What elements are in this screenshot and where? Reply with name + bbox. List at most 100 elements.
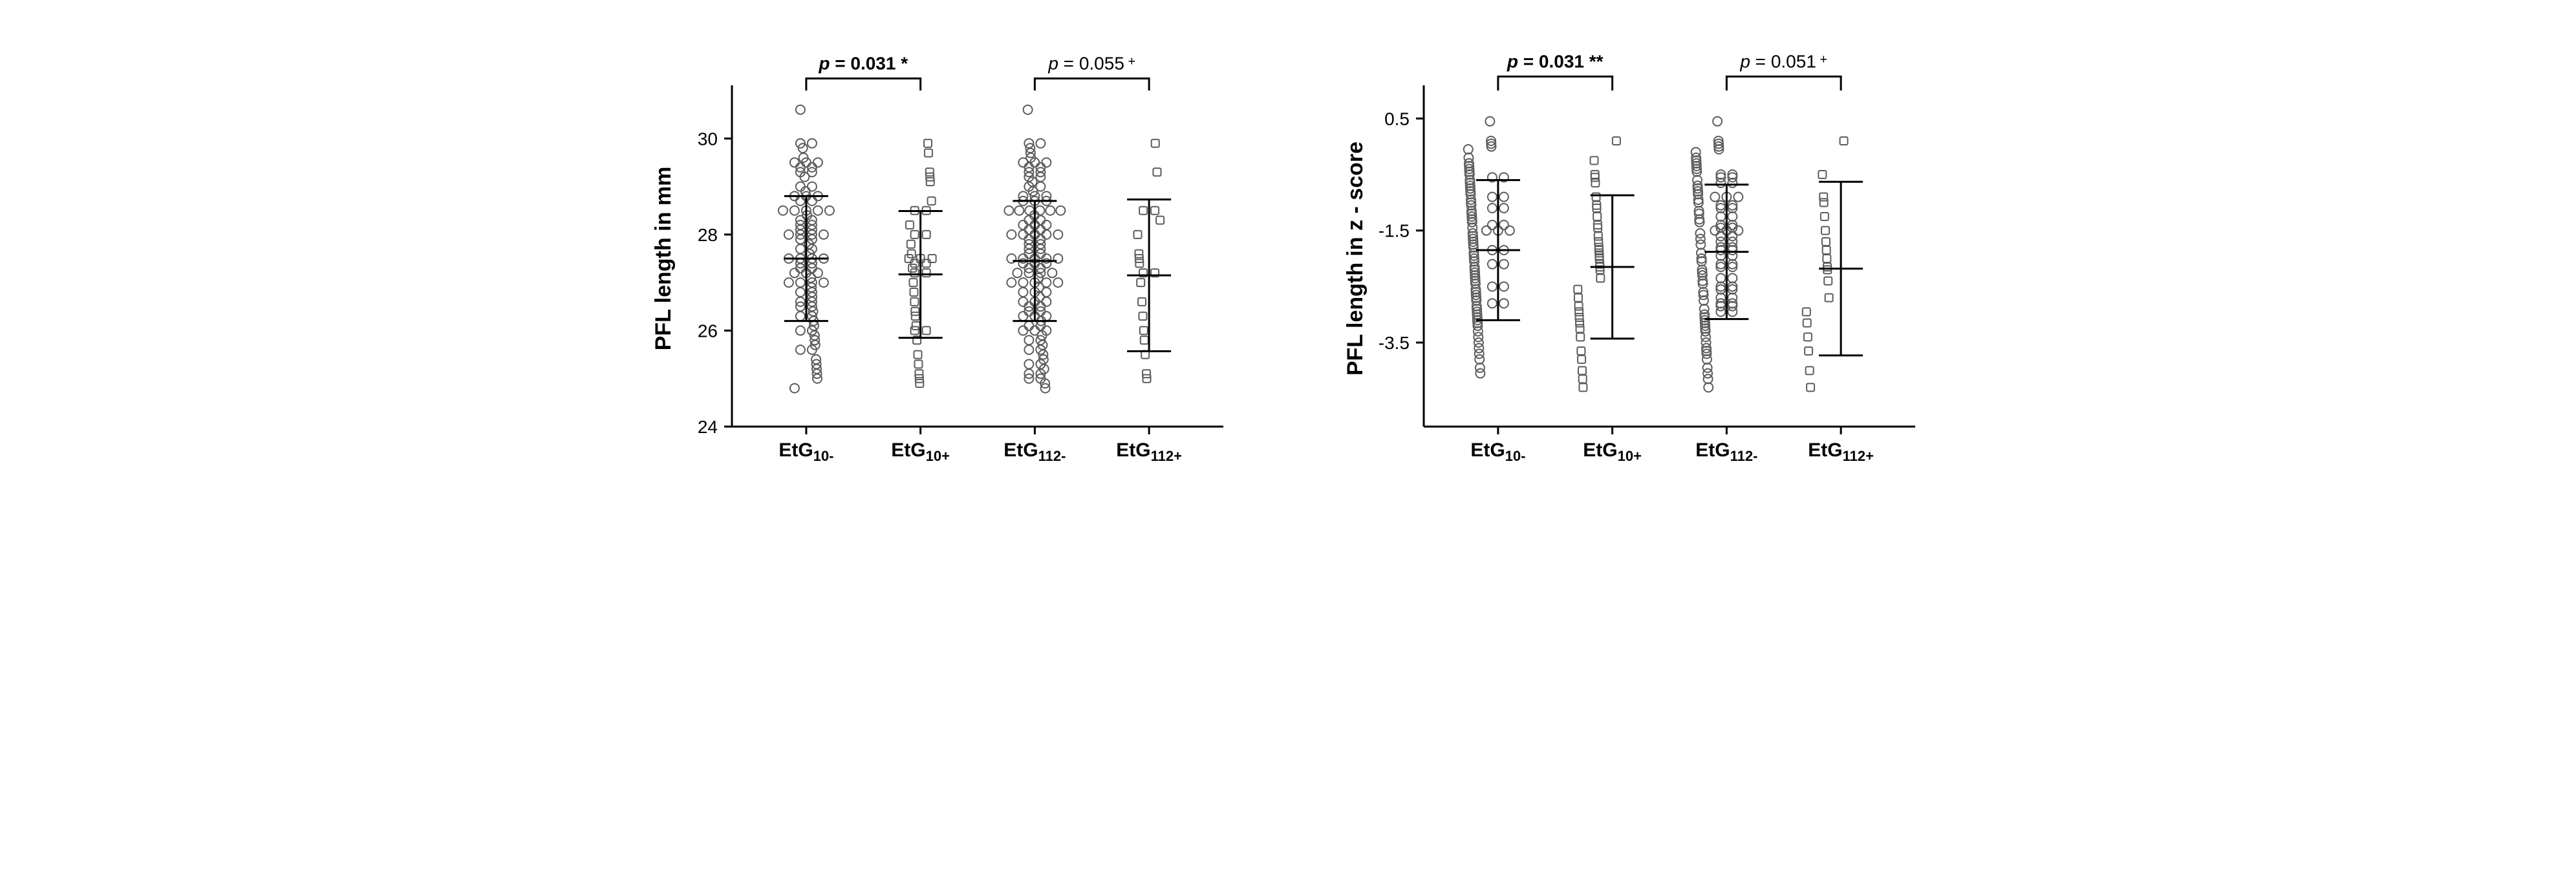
data-point [1036, 225, 1045, 234]
data-point [1577, 347, 1585, 355]
data-point [1819, 193, 1827, 201]
data-point [1042, 230, 1051, 239]
data-point [908, 250, 916, 258]
data-point [1024, 105, 1033, 114]
data-point [907, 240, 915, 248]
data-point [1042, 312, 1051, 321]
data-point [1803, 319, 1811, 327]
data-point [1499, 204, 1508, 213]
data-point [1613, 137, 1620, 145]
data-point [1464, 145, 1473, 154]
data-point [923, 259, 930, 267]
data-point [1702, 355, 1712, 364]
data-point [1042, 158, 1051, 167]
data-point [1018, 278, 1027, 287]
data-point [1156, 217, 1164, 224]
x-tick-label: EtG10+ [891, 440, 950, 464]
data-point [1007, 278, 1016, 287]
y-tick-label: -1.5 [1379, 221, 1410, 241]
data-point [1574, 286, 1582, 293]
x-tick-label: EtG112+ [1116, 440, 1182, 464]
data-point [796, 345, 805, 354]
x-tick-label: EtG10+ [1583, 440, 1642, 464]
data-point [1135, 250, 1143, 258]
p-value-label: p = 0.031 * [818, 53, 908, 73]
data-point [796, 244, 805, 253]
data-point [928, 255, 936, 262]
data-point [928, 197, 936, 205]
data-point [1152, 140, 1159, 147]
data-point [1824, 277, 1832, 285]
data-point [1699, 296, 1708, 305]
data-point [1499, 220, 1508, 229]
data-point [1018, 288, 1027, 297]
data-point [910, 279, 918, 286]
data-point [1024, 345, 1033, 354]
data-point [923, 326, 930, 334]
comparison-bracket [1035, 78, 1149, 90]
data-point [911, 308, 919, 315]
y-tick-label: 26 [698, 321, 718, 341]
data-point [1728, 212, 1737, 221]
data-point [1593, 213, 1601, 220]
data-point [911, 259, 919, 267]
data-point [1018, 312, 1027, 321]
data-point [1823, 266, 1831, 273]
data-point [1804, 333, 1812, 341]
comparison-bracket [806, 78, 921, 90]
y-axis-title: PFL length in mm [651, 167, 676, 351]
figure-row: 24262830PFL length in mmEtG10-EtG10+EtG1… [26, 26, 2550, 501]
data-point [1482, 226, 1491, 235]
data-point [1591, 171, 1599, 178]
x-tick-label: EtG10- [1470, 440, 1525, 464]
data-point [1053, 278, 1062, 287]
data-point [914, 360, 922, 368]
data-point [796, 278, 805, 287]
data-point [1716, 273, 1725, 282]
data-point [1505, 226, 1514, 235]
data-point [1807, 383, 1814, 391]
data-point [1704, 383, 1713, 392]
data-point [1153, 168, 1161, 176]
data-point [1018, 230, 1027, 239]
data-point [1036, 139, 1045, 148]
data-point [1576, 333, 1584, 341]
data-point [1485, 117, 1494, 126]
data-point [1024, 359, 1033, 368]
data-point [914, 351, 922, 359]
data-point [796, 312, 805, 321]
data-point [1818, 171, 1826, 178]
data-point [1823, 246, 1830, 254]
data-point [1140, 326, 1148, 334]
p-value-label: p = 0.051 + [1739, 51, 1827, 71]
data-point [1591, 179, 1599, 187]
data-point [905, 255, 913, 262]
data-point [808, 196, 817, 206]
data-point [808, 139, 817, 148]
data-point [784, 230, 793, 239]
data-point [1696, 240, 1705, 249]
data-point [819, 278, 828, 287]
data-point [912, 312, 919, 320]
data-point [790, 384, 799, 393]
data-point [911, 231, 919, 239]
data-point [1820, 198, 1828, 206]
data-point [1716, 307, 1725, 316]
data-point [1591, 173, 1599, 181]
data-point [1733, 193, 1743, 202]
data-point [1579, 383, 1587, 391]
data-point [1476, 369, 1485, 378]
y-tick-label: 24 [698, 417, 718, 437]
data-point [1805, 347, 1812, 355]
data-point [1024, 335, 1033, 345]
data-point [1488, 299, 1497, 308]
data-point [1596, 255, 1604, 262]
data-point [1594, 221, 1602, 229]
data-point [1046, 206, 1055, 215]
data-point [1806, 366, 1814, 374]
data-point [1488, 204, 1497, 213]
x-tick-label: EtG112- [1695, 440, 1757, 464]
data-point [924, 140, 932, 147]
data-point [1593, 193, 1600, 201]
data-point [1488, 260, 1497, 269]
